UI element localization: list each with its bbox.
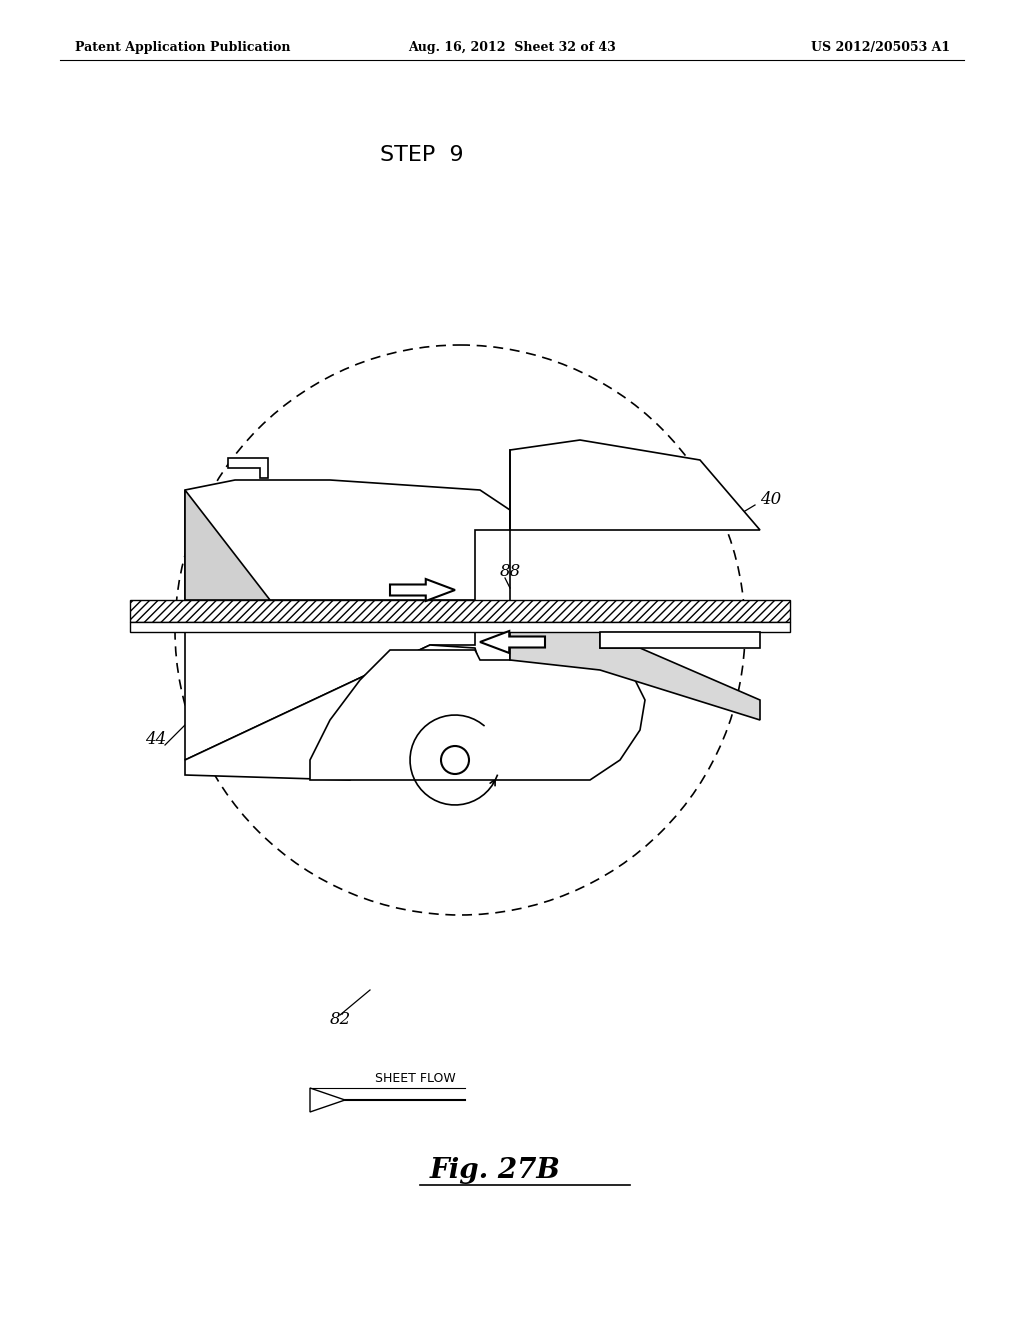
Polygon shape (510, 440, 760, 531)
Text: 90: 90 (610, 639, 631, 656)
Text: SHEET FLOW: SHEET FLOW (375, 1072, 456, 1085)
Text: 82: 82 (330, 1011, 351, 1028)
Text: 44: 44 (145, 731, 166, 748)
Polygon shape (310, 1088, 345, 1111)
Polygon shape (510, 440, 760, 531)
Text: 88: 88 (500, 564, 521, 581)
Polygon shape (480, 631, 545, 653)
Text: Aug. 16, 2012  Sheet 32 of 43: Aug. 16, 2012 Sheet 32 of 43 (409, 41, 615, 54)
Text: STEP  9: STEP 9 (380, 145, 464, 165)
Polygon shape (310, 640, 645, 780)
Polygon shape (390, 579, 455, 601)
Text: 86: 86 (378, 569, 399, 586)
Polygon shape (185, 632, 475, 760)
Text: US 2012/205053 A1: US 2012/205053 A1 (811, 41, 950, 54)
Polygon shape (185, 480, 510, 601)
Polygon shape (185, 645, 480, 780)
Polygon shape (510, 632, 760, 719)
Polygon shape (185, 490, 270, 601)
Text: 84: 84 (460, 722, 481, 738)
Polygon shape (130, 601, 790, 622)
Polygon shape (130, 622, 790, 632)
Text: Patent Application Publication: Patent Application Publication (75, 41, 291, 54)
Text: 40: 40 (760, 491, 781, 508)
Circle shape (441, 746, 469, 774)
Text: 92: 92 (248, 572, 269, 589)
Polygon shape (228, 458, 268, 478)
Polygon shape (600, 632, 760, 648)
Text: Fig. 27B: Fig. 27B (430, 1156, 561, 1184)
